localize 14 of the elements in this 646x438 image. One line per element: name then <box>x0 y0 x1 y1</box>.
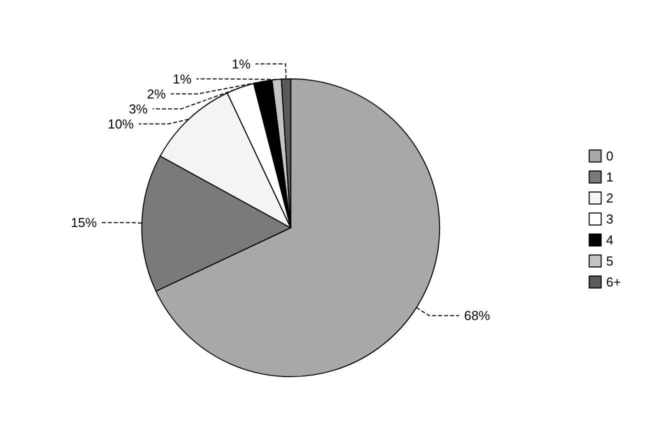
data-label: 1% <box>172 71 192 86</box>
legend-label: 4 <box>606 232 614 248</box>
data-label: 68% <box>464 308 491 324</box>
data-label: 10% <box>108 116 134 132</box>
legend-label: 1 <box>606 170 614 184</box>
data-label: 15% <box>70 215 98 230</box>
legend-label: 5 <box>606 254 614 268</box>
legend-label: 2 <box>606 190 614 206</box>
data-label: 3% <box>128 101 148 116</box>
data-label: 1% <box>232 56 251 72</box>
data-label: 2% <box>146 86 166 102</box>
legend-label: 0 <box>606 148 614 164</box>
legend-label: 3 <box>606 212 614 226</box>
legend-label: 6+ <box>606 274 622 290</box>
